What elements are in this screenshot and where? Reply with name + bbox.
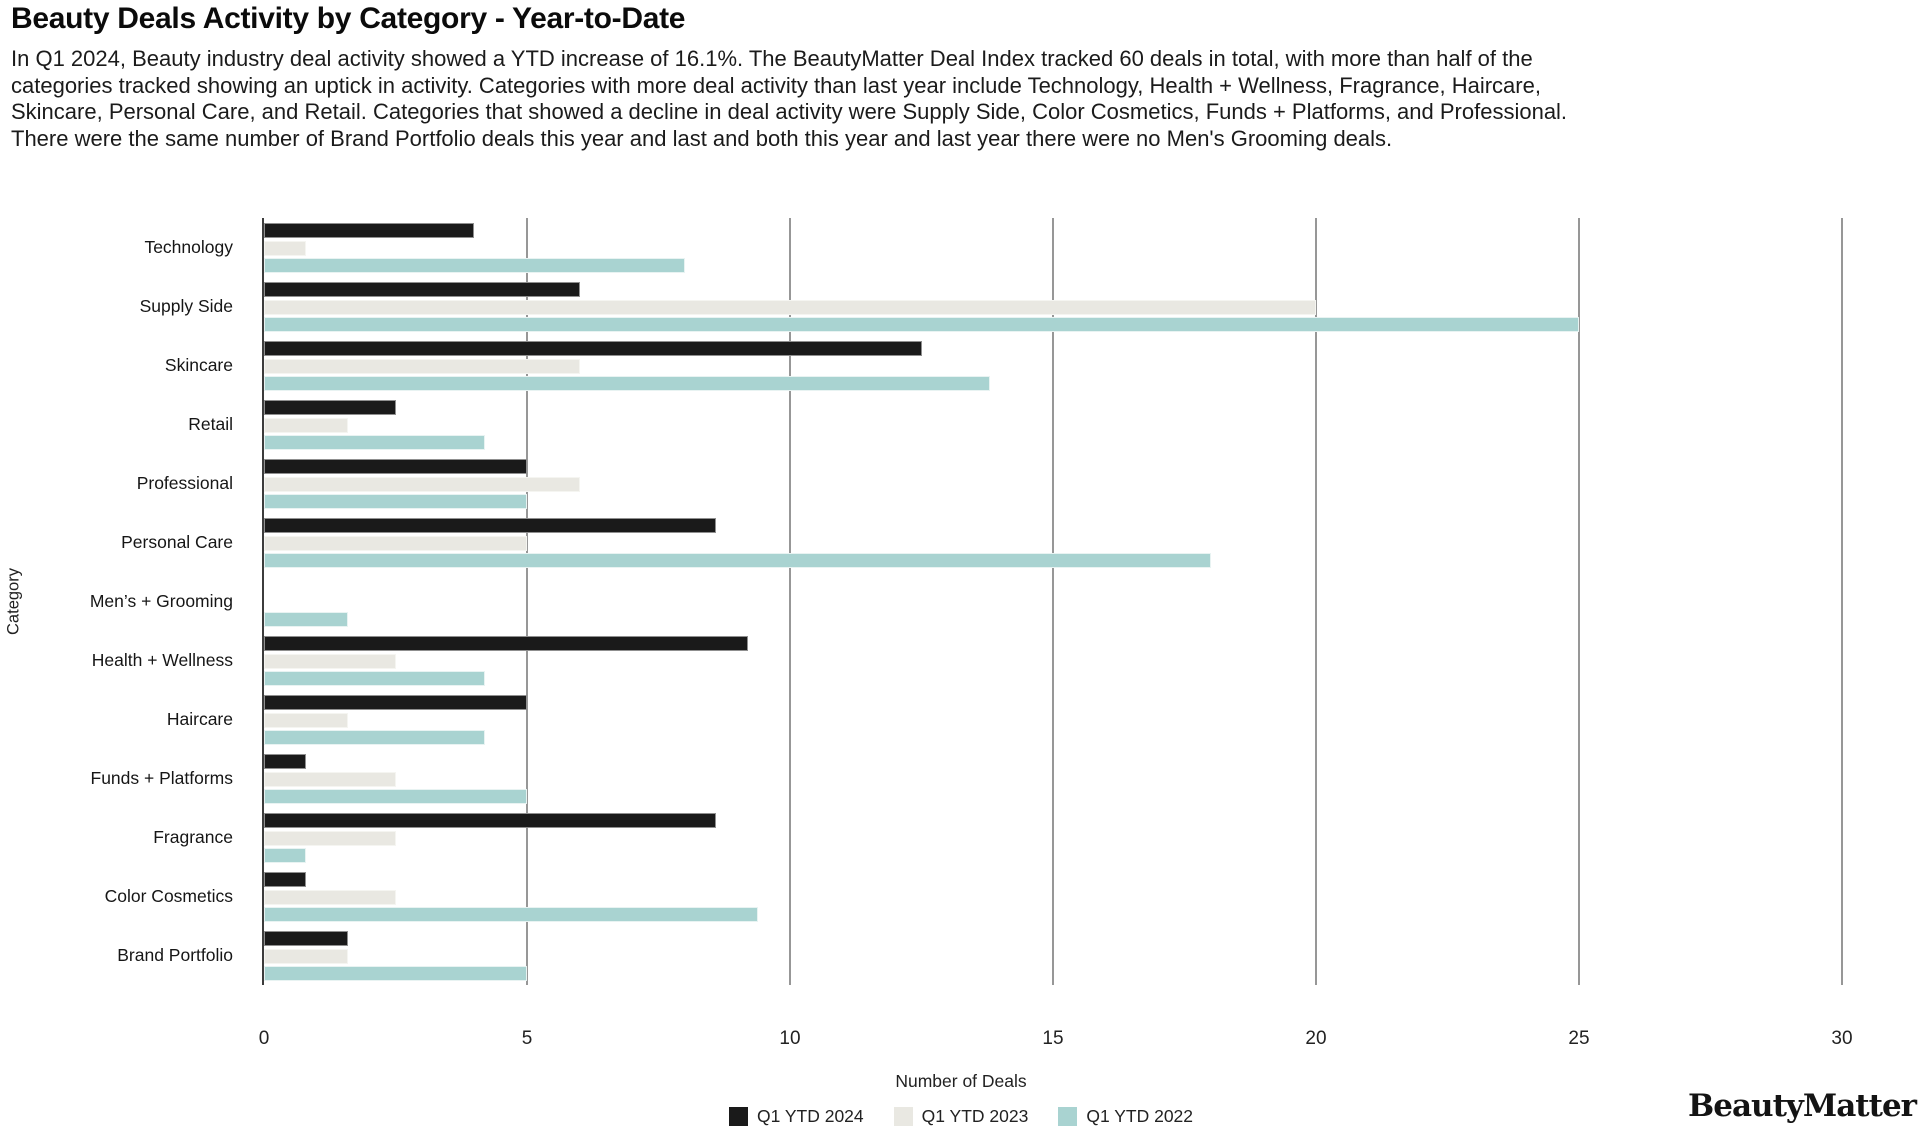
bar-q1-ytd-2022-4 xyxy=(264,494,527,509)
bar-q1-ytd-2022-0 xyxy=(264,258,685,273)
plot-area xyxy=(262,218,1916,985)
bar-q1-ytd-2023-10 xyxy=(264,830,396,846)
bar-q1-ytd-2023-5 xyxy=(264,535,527,551)
bar-group-5 xyxy=(264,513,1916,572)
gridline-x-25 xyxy=(1578,218,1580,985)
gridline-x-20 xyxy=(1315,218,1317,985)
legend-item: Q1 YTD 2023 xyxy=(893,1105,1029,1127)
bar-group-4 xyxy=(264,454,1916,513)
category-label: Color Cosmetics xyxy=(104,886,233,906)
y-axis-spine xyxy=(262,218,264,985)
x-tick-label-5: 5 xyxy=(521,1028,533,1049)
bar-q1-ytd-2024-5 xyxy=(264,518,717,533)
legend: Q1 YTD 2024 Q1 YTD 2023 Q1 YTD 2022 xyxy=(0,1102,1922,1130)
category-label: Supply Side xyxy=(139,296,233,316)
bar-q1-ytd-2024-1 xyxy=(264,282,580,297)
gridline-x-10 xyxy=(789,218,791,985)
chart-description: In Q1 2024, Beauty industry deal activit… xyxy=(11,46,1567,152)
bar-group-7 xyxy=(264,631,1916,690)
description-line: Skincare, Personal Care, and Retail. Cat… xyxy=(11,99,1568,124)
bar-q1-ytd-2024-12 xyxy=(264,931,349,946)
bar-q1-ytd-2024-7 xyxy=(264,636,748,651)
bar-q1-ytd-2022-7 xyxy=(264,671,485,686)
bar-q1-ytd-2023-12 xyxy=(264,948,349,964)
bar-q1-ytd-2023-1 xyxy=(264,299,1316,315)
bar-q1-ytd-2024-9 xyxy=(264,754,307,769)
bar-q1-ytd-2024-11 xyxy=(264,872,307,887)
bar-group-10 xyxy=(264,808,1916,867)
category-label: Professional xyxy=(136,473,233,493)
bar-q1-ytd-2022-10 xyxy=(264,848,307,863)
bar-q1-ytd-2022-12 xyxy=(264,966,527,981)
bar-group-3 xyxy=(264,395,1916,454)
category-label: Health + Wellness xyxy=(91,650,233,670)
bar-q1-ytd-2023-7 xyxy=(264,653,396,669)
bar-q1-ytd-2023-8 xyxy=(264,712,349,728)
category-label: Haircare xyxy=(166,709,233,729)
beautymatter-logo: BeautyMatter xyxy=(1688,1088,1917,1124)
legend-swatch-icon xyxy=(893,1106,913,1126)
bar-group-8 xyxy=(264,690,1916,749)
chart-title: Beauty Deals Activity by Category - Year… xyxy=(11,2,686,35)
category-label: Technology xyxy=(144,237,233,257)
x-tick-label-10: 10 xyxy=(779,1028,801,1049)
x-tick-label-20: 20 xyxy=(1305,1028,1327,1049)
description-line: There were the same number of Brand Port… xyxy=(11,125,1393,151)
category-label: Men’s + Grooming xyxy=(89,591,233,611)
bar-q1-ytd-2023-3 xyxy=(264,417,349,433)
bar-q1-ytd-2022-3 xyxy=(264,435,485,450)
bar-group-6 xyxy=(264,572,1916,631)
bar-q1-ytd-2022-1 xyxy=(264,317,1579,332)
legend-swatch-icon xyxy=(728,1106,748,1126)
category-label: Skincare xyxy=(164,355,233,375)
description-line: categories tracked showing an uptick in … xyxy=(11,72,1541,98)
bar-q1-ytd-2023-11 xyxy=(264,889,396,905)
bar-q1-ytd-2024-2 xyxy=(264,341,922,356)
bar-q1-ytd-2023-2 xyxy=(264,358,580,374)
bar-group-12 xyxy=(264,926,1916,985)
bar-group-0 xyxy=(264,218,1916,277)
bar-q1-ytd-2022-11 xyxy=(264,907,759,922)
category-label: Funds + Platforms xyxy=(90,768,234,788)
bar-q1-ytd-2024-8 xyxy=(264,695,527,710)
legend-label: Q1 YTD 2023 xyxy=(921,1105,1029,1126)
description-line: In Q1 2024, Beauty industry deal activit… xyxy=(11,46,1533,71)
bar-q1-ytd-2023-0 xyxy=(264,240,307,256)
x-tick-label-15: 15 xyxy=(1042,1028,1064,1049)
legend-label: Q1 YTD 2022 xyxy=(1086,1105,1194,1126)
bar-q1-ytd-2023-9 xyxy=(264,771,396,787)
bar-group-9 xyxy=(264,749,1916,808)
legend-item: Q1 YTD 2024 xyxy=(728,1105,864,1127)
bar-group-1 xyxy=(264,277,1916,336)
category-label: Retail xyxy=(188,414,233,434)
bar-q1-ytd-2024-4 xyxy=(264,459,527,474)
category-label: Brand Portfolio xyxy=(117,945,233,965)
x-tick-label-0: 0 xyxy=(258,1028,270,1049)
gridline-x-30 xyxy=(1841,218,1843,985)
bar-group-2 xyxy=(264,336,1916,395)
y-axis-category-labels: Technology Supply Side Skincare Retail Profe… xyxy=(0,218,233,985)
category-label: Fragrance xyxy=(153,827,233,847)
gridline-x-15 xyxy=(1052,218,1054,985)
bar-q1-ytd-2024-10 xyxy=(264,813,717,828)
gridline-x-5 xyxy=(526,218,528,985)
x-tick-label-25: 25 xyxy=(1568,1028,1590,1049)
x-axis-title: Number of Deals xyxy=(895,1071,1027,1091)
bar-q1-ytd-2022-6 xyxy=(264,612,349,627)
bar-q1-ytd-2024-3 xyxy=(264,400,396,415)
bar-group-11 xyxy=(264,867,1916,926)
bar-q1-ytd-2022-9 xyxy=(264,789,527,804)
legend-item: Q1 YTD 2022 xyxy=(1058,1106,1193,1127)
bar-q1-ytd-2022-5 xyxy=(264,553,1211,568)
legend-swatch-icon xyxy=(1058,1106,1078,1126)
category-label: Personal Care xyxy=(121,532,233,552)
legend-label: Q1 YTD 2024 xyxy=(756,1105,864,1126)
bar-q1-ytd-2024-0 xyxy=(264,223,475,238)
bar-q1-ytd-2023-4 xyxy=(264,476,580,492)
bar-q1-ytd-2022-8 xyxy=(264,730,485,745)
bar-q1-ytd-2022-2 xyxy=(264,376,990,391)
x-tick-label-30: 30 xyxy=(1831,1028,1853,1049)
